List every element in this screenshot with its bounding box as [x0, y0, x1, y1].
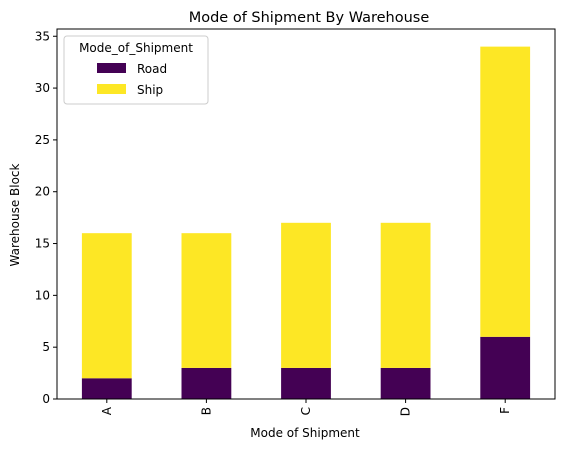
bar-ship-D: [380, 222, 431, 368]
y-tick-label: 35: [35, 29, 50, 43]
x-tick-label-A: A: [100, 406, 114, 415]
plot-frame: [56, 28, 556, 400]
x-tick-label-F: F: [498, 407, 512, 414]
bar-ship-A: [81, 233, 132, 379]
x-tick-label-D: D: [399, 407, 413, 416]
bar-road-C: [281, 367, 331, 399]
legend-label-ship: Ship: [137, 83, 163, 97]
legend-swatch-road: [97, 63, 126, 73]
legend-title: Mode_of_Shipment: [79, 41, 193, 55]
x-tick-label-C: C: [299, 407, 313, 415]
bar-ship-B: [181, 233, 232, 368]
y-axis-label: Warehouse Block: [8, 163, 22, 266]
bar-ship-F: [480, 46, 531, 337]
bar-road-B: [181, 367, 232, 399]
legend-label-road: Road: [137, 62, 167, 76]
bars-layer: [81, 46, 531, 399]
chart-title: Mode of Shipment By Warehouse: [189, 10, 430, 26]
y-tick-label: 15: [35, 237, 50, 251]
bar-road-D: [380, 367, 431, 399]
y-axis: 0 5 10 15 20 25 30 35: [35, 29, 57, 406]
y-tick-label: 0: [42, 392, 50, 406]
legend: Mode_of_Shipment Road Ship: [63, 35, 209, 105]
x-tick-label-B: B: [199, 407, 213, 415]
y-tick-label: 10: [35, 288, 50, 302]
legend-swatch-ship: [97, 84, 126, 94]
y-tick-label: 25: [35, 133, 50, 147]
y-tick-label: 30: [35, 81, 50, 95]
bar-road-F: [480, 336, 531, 399]
y-tick-label: 20: [35, 185, 50, 199]
x-axis-label: Mode of Shipment: [250, 426, 360, 440]
bar-ship-C: [281, 222, 331, 368]
bar-road-A: [81, 378, 132, 399]
y-tick-label: 5: [42, 340, 50, 354]
